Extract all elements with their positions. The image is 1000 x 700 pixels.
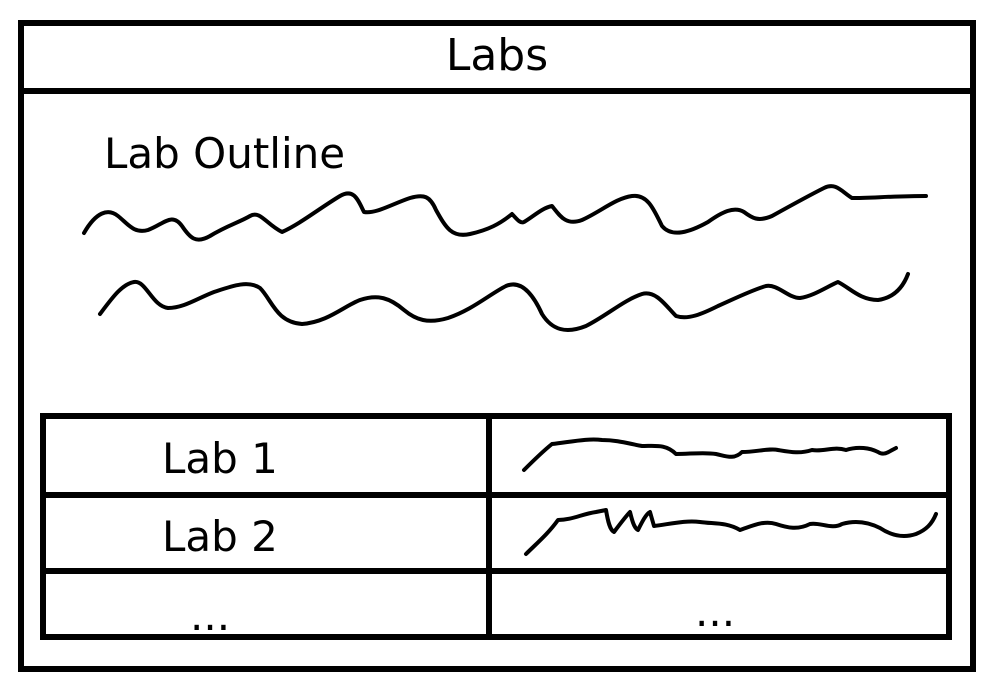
lab-2-name[interactable]: Lab 2	[162, 512, 278, 561]
more-labs-name: ...	[190, 591, 231, 640]
labs-table	[40, 413, 952, 640]
page-title: Labs	[445, 30, 549, 81]
lab-outline-heading: Lab Outline	[104, 129, 346, 178]
table-column-divider	[486, 413, 492, 640]
header-divider	[18, 88, 976, 94]
table-row-divider-2	[40, 568, 952, 574]
labs-frame	[18, 20, 976, 672]
more-labs-description: ...	[695, 587, 736, 636]
lab-1-name[interactable]: Lab 1	[162, 434, 278, 483]
table-row-divider-1	[40, 492, 952, 498]
